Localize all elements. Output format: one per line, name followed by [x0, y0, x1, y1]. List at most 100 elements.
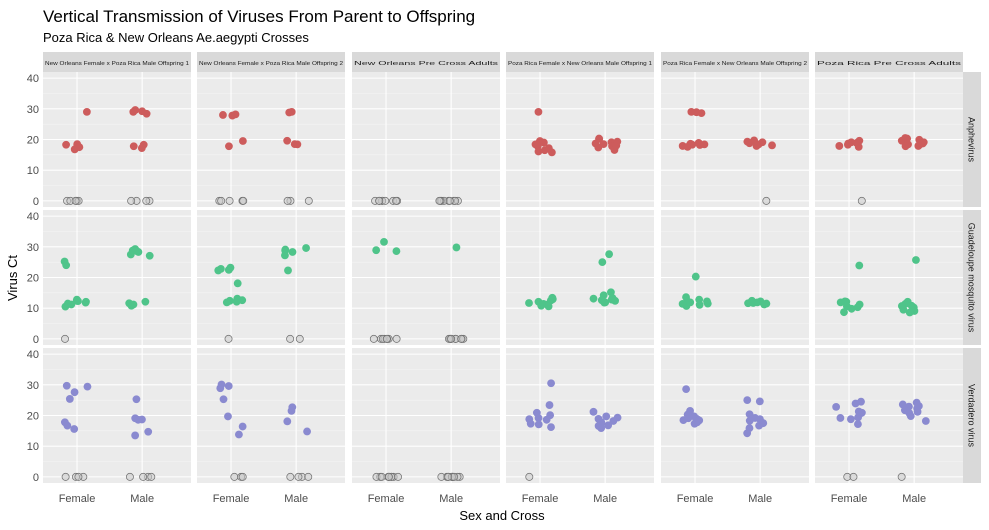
data-point [129, 107, 138, 116]
data-point [83, 382, 92, 391]
data-point [61, 302, 70, 311]
facet-panel [43, 72, 191, 207]
data-point-negative [444, 472, 453, 481]
data-point-negative [125, 472, 134, 481]
data-point [132, 395, 141, 404]
data-point [749, 299, 758, 307]
data-point [855, 261, 864, 270]
data-point [611, 296, 620, 305]
strip-top-label: New Orleans Female x Poza Rica Male Offs… [199, 61, 343, 67]
strip-top-bg [352, 52, 500, 72]
data-point [842, 302, 851, 311]
data-point [745, 410, 754, 419]
facet-panel [197, 210, 345, 345]
facet-panel [197, 72, 345, 207]
data-point [846, 415, 855, 424]
facet-panel [815, 72, 963, 207]
strip-top-bg [661, 52, 809, 72]
data-point [598, 258, 607, 267]
data-point [901, 142, 910, 151]
data-point [235, 430, 243, 439]
x-tick-label: Male [748, 493, 772, 505]
data-point-negative [382, 334, 391, 343]
data-point [855, 410, 864, 418]
data-point-negative [127, 196, 136, 205]
data-point-negative [394, 472, 402, 481]
data-point [128, 246, 137, 255]
x-tick-label: Female [522, 493, 559, 505]
data-point [755, 397, 764, 406]
data-point [547, 379, 555, 388]
data-point [840, 308, 848, 317]
data-point-negative [286, 334, 295, 343]
facet-panel [815, 348, 963, 483]
x-tick-label: Female [677, 493, 714, 505]
strip-top-label: Poza Rica Female x New Orleans Male Offs… [508, 61, 652, 67]
data-point [609, 417, 618, 425]
data-point [62, 140, 70, 149]
data-point [745, 424, 754, 432]
data-point [60, 257, 69, 266]
data-point [836, 414, 845, 422]
data-point [392, 247, 401, 256]
facet-panel [197, 348, 345, 483]
data-point-negative [225, 196, 234, 205]
data-point [525, 415, 534, 424]
data-point-negative [457, 334, 466, 343]
data-point [129, 142, 138, 151]
data-point-negative [217, 196, 226, 205]
data-point [72, 296, 81, 305]
data-point [913, 407, 922, 416]
data-point [600, 298, 609, 307]
data-point [537, 300, 546, 309]
data-point [683, 410, 692, 419]
data-point [544, 302, 553, 311]
x-tick-label: Male [902, 493, 926, 505]
data-point [222, 298, 231, 307]
data-point-negative [61, 334, 69, 343]
data-point [144, 427, 153, 436]
data-point-negative [437, 472, 446, 481]
y-tick-label: 30 [27, 242, 39, 254]
chart-subtitle: Poza Rica & New Orleans Ae.aegypti Cross… [43, 30, 309, 45]
data-point [141, 297, 150, 306]
data-point [682, 385, 691, 394]
facet-panel [661, 210, 809, 345]
data-point [287, 107, 296, 116]
data-point [127, 301, 136, 310]
x-tick-label: Male [130, 493, 154, 505]
strip-right-bg [961, 348, 981, 483]
strip-top-bg [197, 52, 345, 72]
data-point [686, 298, 695, 307]
strip-right-bg [961, 72, 981, 207]
data-point [65, 395, 74, 403]
data-point [695, 141, 704, 149]
facet-panel [506, 72, 654, 207]
data-point [678, 299, 687, 308]
data-point-negative [525, 472, 534, 481]
data-point [70, 145, 79, 154]
data-point-negative [377, 472, 386, 481]
facet-panels: New Orleans Female x Poza Rica Male Offs… [27, 52, 981, 505]
data-point [853, 303, 862, 312]
strip-right-label: Guadeloupe mosquito virus [967, 223, 977, 333]
data-point [224, 412, 232, 421]
x-tick-label: Male [284, 493, 308, 505]
data-point [534, 107, 543, 116]
data-point [63, 421, 72, 430]
data-point [903, 134, 912, 143]
data-point [233, 279, 242, 288]
data-point [534, 139, 543, 148]
data-point [854, 420, 862, 428]
data-point-negative [142, 196, 151, 205]
data-point-negative [369, 334, 378, 343]
x-tick-label: Female [213, 493, 250, 505]
facet-panel [506, 348, 654, 483]
strip-top-bg [506, 52, 654, 72]
data-point [605, 250, 614, 259]
data-point-negative [857, 196, 866, 205]
data-point [231, 110, 240, 119]
data-point [145, 251, 154, 260]
data-point [217, 380, 226, 389]
data-point [597, 424, 606, 432]
